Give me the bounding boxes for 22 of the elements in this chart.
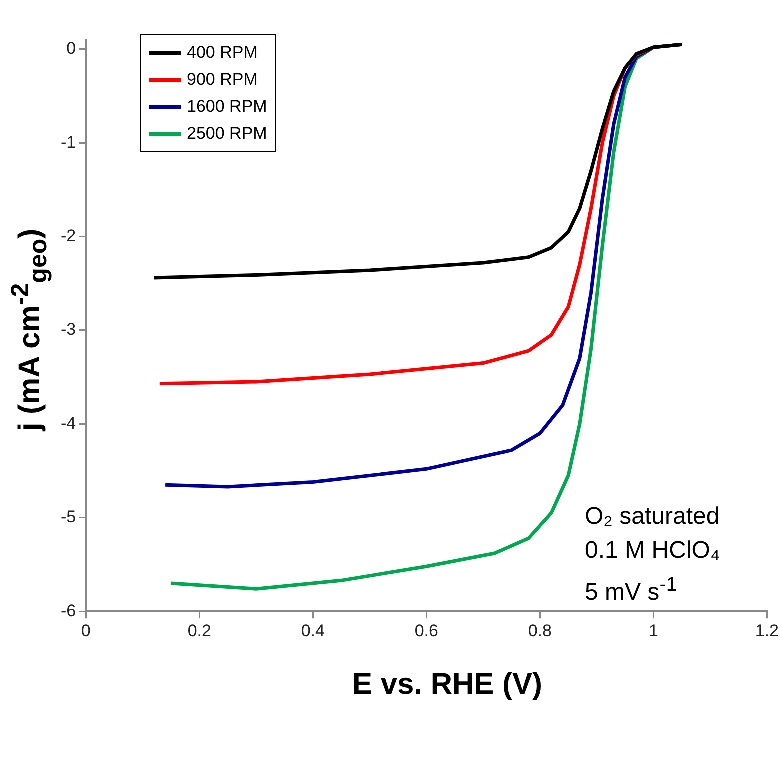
x-tick-label: 0.6 — [414, 621, 438, 640]
y-tick-label: -5 — [60, 508, 76, 527]
y-tick-label: -3 — [60, 320, 76, 340]
legend-label: 1600 RPM — [187, 96, 268, 116]
x-tick-label: 1.2 — [755, 621, 780, 640]
x-tick-label: 0.8 — [528, 621, 552, 640]
x-tick-label: 0.4 — [301, 621, 325, 640]
annotation: 5 mV s$^{-1}$ — [585, 573, 678, 608]
legend-label: 2500 RPM — [187, 124, 268, 144]
legend-label: 900 RPM — [187, 70, 258, 90]
y-tick-label: -4 — [60, 414, 76, 433]
x-tick-label: 0.2 — [188, 621, 212, 640]
x-tick-label: 0 — [81, 621, 91, 640]
annotation: O₂ saturated — [585, 502, 720, 532]
y-tick-label: -2 — [60, 226, 76, 246]
x-axis-title: E vs. RHE (V) — [351, 668, 544, 702]
legend-label: 400 RPM — [187, 42, 258, 62]
y-tick-label: 0 — [66, 39, 76, 58]
annotation: 0.1 M HClO₄ — [585, 536, 720, 566]
y-tick-label: -6 — [60, 601, 76, 620]
x-tick-label: 1 — [648, 621, 658, 640]
y-tick-label: -1 — [60, 132, 76, 152]
